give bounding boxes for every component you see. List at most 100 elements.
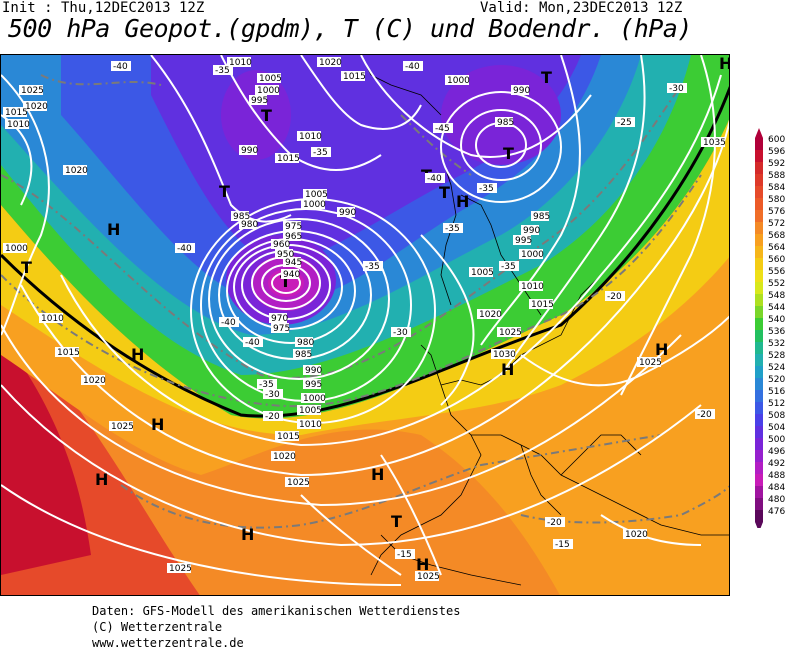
legend-swatch — [755, 210, 763, 222]
high-symbol: H — [501, 360, 514, 379]
legend-swatch — [755, 318, 763, 330]
svg-text:-30: -30 — [669, 84, 684, 94]
isobar-label: 1015 — [275, 153, 300, 164]
svg-text:1010: 1010 — [229, 58, 252, 68]
contour-boundary-552 — [1, 85, 729, 418]
legend-label: 528 — [768, 351, 785, 361]
high-symbol: H — [131, 345, 144, 364]
svg-text:1025: 1025 — [21, 86, 44, 96]
weather-map: T H H H H H H H H H T T T T T T T T H H … — [0, 54, 730, 596]
yellow-band — [1, 119, 729, 435]
svg-text:1005: 1005 — [299, 406, 322, 416]
svg-text:-35: -35 — [479, 184, 494, 194]
svg-text:975: 975 — [285, 222, 302, 232]
isobar-label: 1000 — [3, 243, 28, 254]
isobar-label: 1020 — [23, 101, 48, 112]
svg-text:-20: -20 — [697, 410, 712, 420]
temperature-label: -35 — [477, 183, 497, 194]
svg-text:-15: -15 — [397, 550, 412, 560]
isobar-label: 1025 — [415, 571, 440, 582]
legend-label: 540 — [768, 315, 785, 325]
svg-text:-20: -20 — [265, 412, 280, 422]
svg-text:985: 985 — [233, 212, 250, 222]
svg-text:1020: 1020 — [65, 166, 88, 176]
legend-label: 476 — [768, 507, 785, 517]
svg-text:975: 975 — [273, 324, 290, 334]
svg-text:-40: -40 — [405, 62, 420, 72]
isobar-label: 985 — [231, 211, 250, 222]
legend-label: 592 — [768, 159, 785, 169]
legend-label: 520 — [768, 375, 785, 385]
isobar-label: 1020 — [81, 375, 106, 386]
isobar-label: 985 — [531, 211, 550, 222]
temperature-label: -30 — [667, 83, 687, 94]
isobar-label: 1005 — [257, 73, 282, 84]
high-symbol: H — [371, 465, 384, 484]
low-symbol: T — [219, 182, 230, 201]
temperature-label: -15 — [553, 539, 573, 550]
temperature-label: -35 — [213, 65, 233, 76]
legend-swatch — [755, 138, 763, 150]
svg-text:-20: -20 — [607, 292, 622, 302]
legend-swatch — [755, 246, 763, 258]
svg-text:970: 970 — [271, 314, 288, 324]
legend-swatch — [755, 186, 763, 198]
svg-text:980: 980 — [241, 220, 258, 230]
svg-text:-35: -35 — [501, 262, 516, 272]
temperature-label: -30 — [391, 327, 411, 338]
isobar-label: 1000 — [255, 85, 280, 96]
svg-text:990: 990 — [305, 366, 322, 376]
low-symbol: T — [280, 272, 291, 291]
footer-url[interactable]: www.wetterzentrale.de — [92, 636, 244, 650]
legend-swatch — [755, 354, 763, 366]
svg-text:1025: 1025 — [499, 328, 522, 338]
temperature-label: -20 — [605, 291, 625, 302]
high-symbol: H — [719, 55, 730, 73]
high-symbol: H — [416, 555, 429, 574]
legend-label: 560 — [768, 255, 785, 265]
isobar-label: 985 — [293, 349, 312, 360]
svg-text:960: 960 — [273, 240, 290, 250]
legend-label: 492 — [768, 459, 785, 469]
svg-text:990: 990 — [339, 208, 356, 218]
svg-text:-30: -30 — [265, 390, 280, 400]
svg-text:-35: -35 — [445, 224, 460, 234]
legend-label: 496 — [768, 447, 785, 457]
svg-text:-45: -45 — [435, 124, 450, 134]
svg-text:1005: 1005 — [305, 190, 328, 200]
hot-region-west — [1, 335, 91, 575]
svg-text:1015: 1015 — [277, 432, 300, 442]
isobar-label: 1025 — [285, 477, 310, 488]
svg-text:-35: -35 — [215, 66, 230, 76]
isobar-label: 990 — [511, 85, 530, 96]
temperature-label: -35 — [311, 147, 331, 158]
color-scale-legend: 600 596 592 588 584 580 576 572 568 564 560 556 552 5… — [752, 128, 790, 532]
legend-swatch — [755, 414, 763, 426]
high-symbol: H — [95, 470, 108, 489]
legend-swatch — [755, 450, 763, 462]
isobar-label: 945 — [283, 257, 302, 268]
footer-copyright: (C) Wetterzentrale — [92, 620, 223, 634]
isobar-label: 950 — [275, 249, 294, 260]
svg-text:-35: -35 — [313, 148, 328, 158]
pressure-systems: T H H H H H H H H H T T T T T T T T H H — [21, 55, 730, 574]
svg-text:-25: -25 — [617, 118, 632, 128]
legend-swatch — [755, 486, 763, 498]
isobar-label: 1015 — [3, 107, 28, 118]
isobar-label: 1025 — [637, 357, 662, 368]
low-symbol: T — [503, 144, 514, 163]
svg-text:1005: 1005 — [471, 268, 494, 278]
isobar-label: 1005 — [469, 267, 494, 278]
legend-label: 512 — [768, 399, 785, 409]
legend-label: 480 — [768, 495, 785, 505]
isobar-label: 1010 — [39, 313, 64, 324]
legend-swatch — [755, 402, 763, 414]
isobar-label: 1010 — [297, 131, 322, 142]
high-symbol: H — [151, 415, 164, 434]
svg-text:1015: 1015 — [5, 108, 28, 118]
temperature-label: -35 — [443, 223, 463, 234]
legend-label: 552 — [768, 279, 785, 289]
legend-label: 588 — [768, 171, 785, 181]
low-symbol: T — [439, 183, 450, 202]
svg-text:1015: 1015 — [531, 300, 554, 310]
